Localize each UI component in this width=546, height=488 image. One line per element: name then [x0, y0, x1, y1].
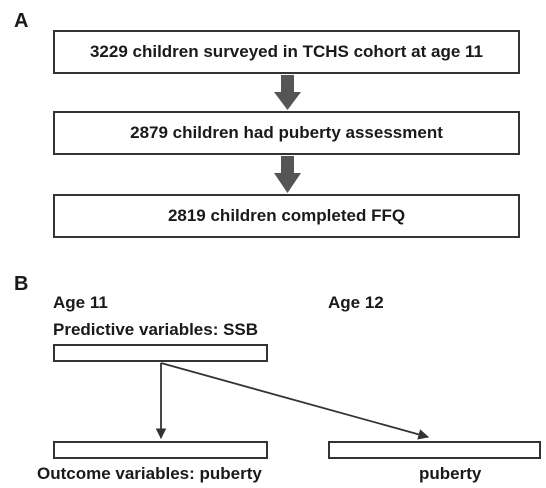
flow-step-puberty-assessment: 2879 children had puberty assessment [53, 111, 520, 155]
age-11-label: Age 11 [53, 293, 108, 312]
flow-step-puberty-assessment-text: 2879 children had puberty assessment [130, 123, 443, 142]
age-12-label: Age 12 [328, 293, 384, 312]
arrow-to-outcome-age-12 [160, 362, 430, 440]
flow-arrow-2 [274, 156, 301, 193]
outcome-box-age-12 [328, 441, 541, 459]
flow-step-surveyed: 3229 children surveyed in TCHS cohort at… [53, 30, 520, 74]
outcome-box-age-11 [53, 441, 268, 459]
puberty-label-age-12: puberty [419, 464, 482, 483]
panel-b-label: B [14, 273, 29, 295]
flow-step-surveyed-text: 3229 children surveyed in TCHS cohort at… [89, 42, 484, 61]
flow-arrow-1 [274, 75, 301, 110]
flow-step-ffq: 2819 children completed FFQ [53, 194, 520, 238]
predictive-variables-label: Predictive variables: SSB [53, 320, 259, 339]
flow-step-ffq-text: 2819 children completed FFQ [167, 206, 406, 225]
predictive-box [53, 344, 268, 362]
panel-a-label: A [14, 10, 29, 32]
outcome-variables-label: Outcome variables: puberty [37, 464, 262, 483]
